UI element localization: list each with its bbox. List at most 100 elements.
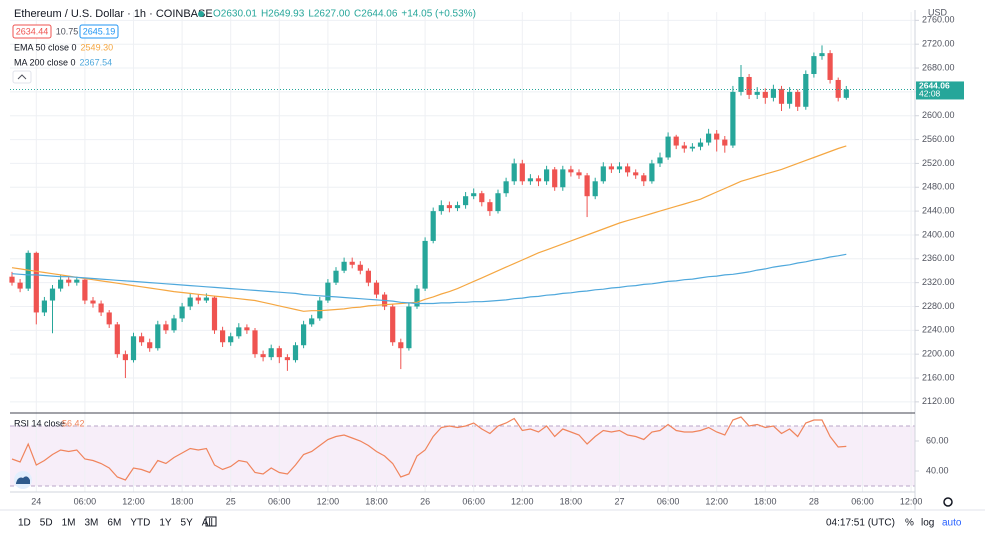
- y-tick-label: 2760.00: [922, 15, 955, 25]
- range-button[interactable]: All: [202, 518, 213, 529]
- y-tick-label: 2120.00: [922, 396, 955, 406]
- ohlc-value: O2630.01: [213, 9, 257, 20]
- indicator-line: [11, 253, 847, 305]
- rsi-tick-label: 40.00: [926, 465, 949, 475]
- collapse-button[interactable]: [12, 70, 32, 84]
- candle-body: [697, 142, 704, 147]
- x-tick-label: 28: [809, 496, 819, 506]
- candle-body: [139, 336, 145, 343]
- x-tick-label: 24: [31, 496, 41, 506]
- x-tick-label: 18:00: [171, 496, 194, 506]
- candle-body: [657, 157, 663, 164]
- candle-body: [17, 282, 23, 289]
- candle-body: [487, 202, 493, 212]
- range-button[interactable]: 1Y: [159, 518, 172, 529]
- candle-body: [454, 205, 461, 209]
- candle-body: [552, 169, 558, 188]
- candle-body: [195, 297, 201, 301]
- candle-body: [584, 175, 590, 197]
- candle-body: [722, 139, 728, 146]
- candle-body: [122, 354, 128, 361]
- rsi-line: [11, 416, 847, 481]
- range-button[interactable]: 5D: [40, 518, 53, 529]
- candle-body: [495, 193, 501, 212]
- candle-body: [811, 56, 817, 74]
- ask-box[interactable]: [79, 24, 119, 39]
- candle-body: [754, 91, 760, 95]
- ohlc-value: C2644.06: [354, 9, 398, 20]
- candle-body: [82, 279, 88, 301]
- y-tick-label: 2440.00: [922, 205, 955, 215]
- countdown: 42:08: [919, 89, 941, 99]
- candle-body: [568, 169, 574, 173]
- indicator-title: MA 200 close 0: [14, 57, 76, 67]
- candle-body: [373, 282, 380, 295]
- candle-body: [284, 357, 290, 361]
- candle-body: [827, 53, 833, 80]
- candle-body: [349, 261, 355, 265]
- bid-box[interactable]: [12, 24, 52, 39]
- x-tick-label: 12:00: [317, 496, 340, 506]
- x-tick-label: 27: [614, 496, 624, 506]
- x-tick-label: 18:00: [365, 496, 388, 506]
- range-button[interactable]: 6M: [107, 518, 121, 529]
- candle-body: [406, 306, 412, 349]
- candle-body: [98, 303, 104, 313]
- x-tick-label: 06:00: [462, 496, 485, 506]
- candle-body: [244, 327, 250, 331]
- candle-body: [714, 133, 720, 140]
- candle-body: [325, 282, 331, 301]
- candle-body: [665, 136, 671, 158]
- x-tick-label: 06:00: [851, 496, 874, 506]
- candle-body: [41, 300, 47, 313]
- candle-body: [66, 279, 72, 283]
- range-button[interactable]: 5Y: [181, 518, 194, 529]
- candle-body: [544, 169, 550, 182]
- y-tick-label: 2480.00: [922, 182, 955, 192]
- range-button[interactable]: 1M: [62, 518, 76, 529]
- candle-body: [49, 288, 56, 301]
- candle-body: [819, 53, 825, 57]
- candle-body: [365, 270, 371, 283]
- market-status: [198, 11, 204, 17]
- candle-body: [301, 324, 307, 346]
- candle-body: [706, 133, 712, 143]
- candle-body: [519, 163, 525, 182]
- rsi-title: RSI 14 close: [14, 418, 65, 428]
- clock: 04:17:51 (UTC): [826, 518, 895, 529]
- y-tick-label: 2320.00: [922, 277, 955, 287]
- x-tick-label: 06:00: [268, 496, 291, 506]
- y-tick-label: 2560.00: [922, 134, 955, 144]
- range-button[interactable]: 1D: [18, 518, 31, 529]
- candle-body: [641, 175, 647, 182]
- candle-body: [25, 252, 31, 289]
- y-tick-label: 2680.00: [922, 62, 955, 72]
- candle-body: [803, 73, 809, 107]
- y-tick-label: 2200.00: [922, 349, 955, 359]
- candle-body: [147, 342, 153, 349]
- rsi-value: 56.42: [62, 418, 85, 428]
- candle-body: [762, 91, 768, 98]
- candle-body: [187, 297, 193, 307]
- x-tick-label: 12:00: [511, 496, 534, 506]
- candle-body: [479, 193, 485, 203]
- candle-body: [9, 276, 15, 283]
- range-button[interactable]: 3M: [85, 518, 99, 529]
- candle-body: [220, 330, 226, 343]
- indicator-title: EMA 50 close 0: [14, 42, 77, 52]
- candle-body: [309, 318, 315, 325]
- ohlc-value: L2627.00: [308, 9, 350, 20]
- y-tick-label: 2240.00: [922, 325, 955, 335]
- range-button[interactable]: YTD: [130, 518, 150, 529]
- candle-body: [155, 324, 161, 349]
- axis-option[interactable]: auto: [942, 518, 962, 529]
- range-picker-icon[interactable]: [205, 516, 217, 527]
- last-price: 2644.06: [919, 81, 950, 91]
- axis-option[interactable]: %: [905, 518, 914, 529]
- candle-body: [357, 264, 363, 271]
- candle-body: [446, 205, 452, 209]
- axis-option[interactable]: log: [921, 518, 934, 529]
- candle-body: [535, 178, 542, 182]
- settings-icon[interactable]: [943, 497, 953, 507]
- candle-body: [787, 91, 793, 104]
